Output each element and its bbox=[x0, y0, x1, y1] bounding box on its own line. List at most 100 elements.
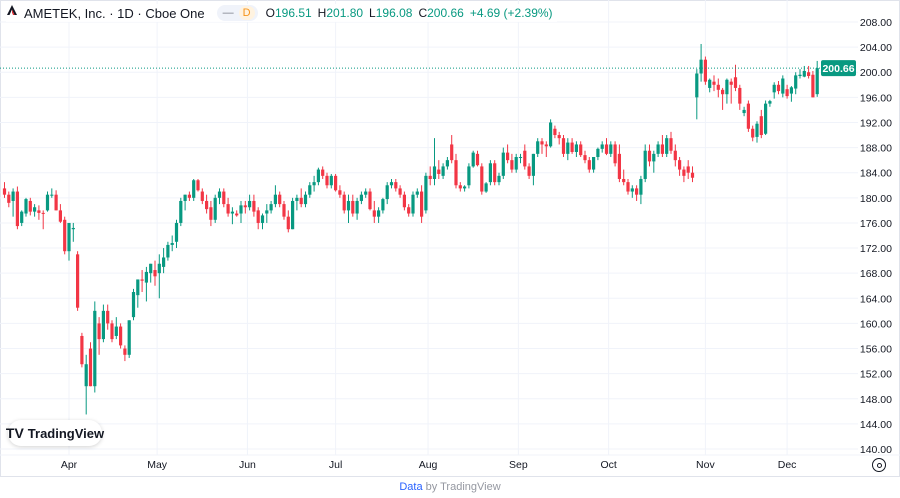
price-axis[interactable]: 208.00 204.00 200.00 196.00 192.00 188.00 184.… bbox=[860, 17, 892, 456]
candle-body bbox=[329, 175, 333, 186]
candle bbox=[291, 197, 295, 230]
candle bbox=[196, 178, 200, 192]
candle-body bbox=[622, 178, 626, 183]
settings-icon[interactable] bbox=[872, 458, 886, 472]
candle-body bbox=[273, 194, 277, 205]
candle bbox=[643, 144, 647, 183]
candle bbox=[669, 131, 673, 154]
candle-body bbox=[127, 320, 131, 355]
interval-pill[interactable]: — D bbox=[216, 5, 258, 21]
candle bbox=[364, 188, 368, 198]
candle bbox=[536, 138, 540, 158]
candle-body bbox=[295, 197, 299, 201]
candle-body bbox=[80, 335, 84, 365]
candle bbox=[463, 185, 467, 192]
candle-body bbox=[338, 190, 342, 195]
candle bbox=[656, 141, 660, 158]
candle-body bbox=[768, 101, 772, 104]
candle bbox=[260, 213, 265, 230]
candle-body bbox=[549, 122, 553, 147]
candle-body bbox=[265, 210, 269, 214]
candle-body bbox=[678, 160, 682, 170]
candle-body bbox=[179, 200, 183, 223]
candle bbox=[166, 241, 170, 261]
candle bbox=[574, 141, 578, 158]
candle-body bbox=[484, 183, 488, 192]
time-axis[interactable]: Apr May Jun Jul Aug Sep Oct Nov Dec bbox=[0, 454, 900, 471]
candle-body bbox=[566, 142, 570, 154]
tradingview-mark-icon: TV bbox=[5, 425, 24, 441]
close-label: C bbox=[418, 6, 428, 20]
candle-body bbox=[278, 194, 282, 205]
candle bbox=[213, 194, 217, 223]
candle bbox=[510, 153, 514, 173]
candle-body bbox=[733, 77, 738, 88]
candle-body bbox=[88, 348, 93, 387]
candle bbox=[372, 200, 376, 223]
candle-body bbox=[682, 169, 686, 176]
candle bbox=[101, 304, 105, 343]
candle bbox=[781, 75, 785, 98]
candle-body bbox=[355, 200, 359, 214]
candle bbox=[708, 78, 712, 93]
candle-body bbox=[669, 138, 673, 151]
candle-body bbox=[518, 157, 523, 159]
candle bbox=[514, 153, 518, 173]
candle bbox=[794, 72, 798, 95]
x-tick-label: Dec bbox=[778, 459, 797, 471]
candle-body bbox=[712, 81, 716, 85]
candle bbox=[252, 194, 256, 217]
x-tick-label: Apr bbox=[61, 459, 78, 471]
candle-body bbox=[463, 186, 467, 189]
tradingview-logo[interactable]: TV TradingView bbox=[5, 420, 104, 446]
candle-body bbox=[437, 169, 441, 174]
symbol-title[interactable]: AMETEK, Inc. · 1D · Cboe One bbox=[24, 5, 205, 21]
candle-body bbox=[764, 103, 768, 134]
candle bbox=[488, 160, 492, 186]
candle bbox=[153, 260, 157, 286]
candle bbox=[407, 204, 411, 217]
candle-body bbox=[673, 150, 677, 161]
candle bbox=[273, 185, 277, 208]
candle bbox=[282, 200, 286, 220]
y-tick-label: 168.00 bbox=[860, 268, 892, 280]
candle-body bbox=[58, 210, 62, 222]
candle-body bbox=[364, 191, 368, 195]
last-price-label: 200.66 bbox=[822, 63, 854, 75]
candle-body bbox=[807, 72, 811, 77]
candle bbox=[192, 178, 196, 201]
delayed-data-badge[interactable]: D bbox=[238, 6, 255, 20]
candle-body bbox=[656, 144, 660, 154]
last-price-badge bbox=[821, 60, 856, 77]
candle bbox=[785, 84, 789, 99]
candle-body bbox=[600, 144, 604, 149]
candle bbox=[776, 81, 781, 95]
candle bbox=[359, 191, 363, 205]
candle-body bbox=[226, 204, 230, 214]
candle-body bbox=[643, 150, 647, 179]
candle-body bbox=[385, 185, 389, 200]
candle bbox=[377, 207, 381, 223]
candle-body bbox=[759, 116, 763, 136]
candle-body bbox=[97, 323, 101, 340]
candle-body bbox=[2, 188, 7, 195]
candle-body bbox=[574, 144, 578, 152]
candle bbox=[286, 210, 290, 233]
candle bbox=[368, 188, 372, 211]
candle bbox=[54, 190, 58, 211]
high-value: 201.80 bbox=[326, 6, 364, 20]
candle-body bbox=[424, 175, 428, 211]
y-tick-label: 180.00 bbox=[860, 193, 892, 205]
candlestick-chart[interactable]: 208.00 204.00 200.00 196.00 192.00 188.00 184.… bbox=[0, 0, 900, 476]
candle-body bbox=[41, 212, 45, 214]
candle bbox=[106, 304, 110, 330]
candle-body bbox=[346, 200, 351, 211]
candle-body bbox=[721, 89, 725, 95]
data-link[interactable]: Data bbox=[399, 481, 423, 493]
candle bbox=[11, 188, 15, 217]
candle-body bbox=[725, 79, 729, 95]
candle bbox=[746, 100, 750, 132]
candle-body bbox=[708, 79, 712, 88]
candle-body bbox=[15, 191, 19, 227]
candle-body bbox=[37, 210, 41, 213]
